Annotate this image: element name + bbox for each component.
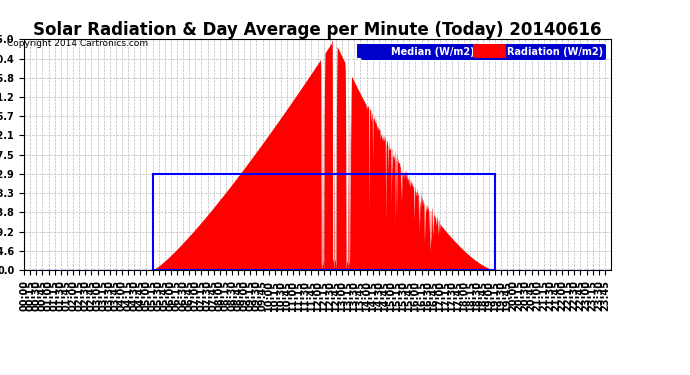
Legend: Median (W/m2), Radiation (W/m2): Median (W/m2), Radiation (W/m2) [361, 44, 606, 60]
Text: Copyright 2014 Cartronics.com: Copyright 2014 Cartronics.com [7, 39, 148, 48]
Title: Solar Radiation & Day Average per Minute (Today) 20140616: Solar Radiation & Day Average per Minute… [33, 21, 602, 39]
Bar [152, 174, 495, 270]
